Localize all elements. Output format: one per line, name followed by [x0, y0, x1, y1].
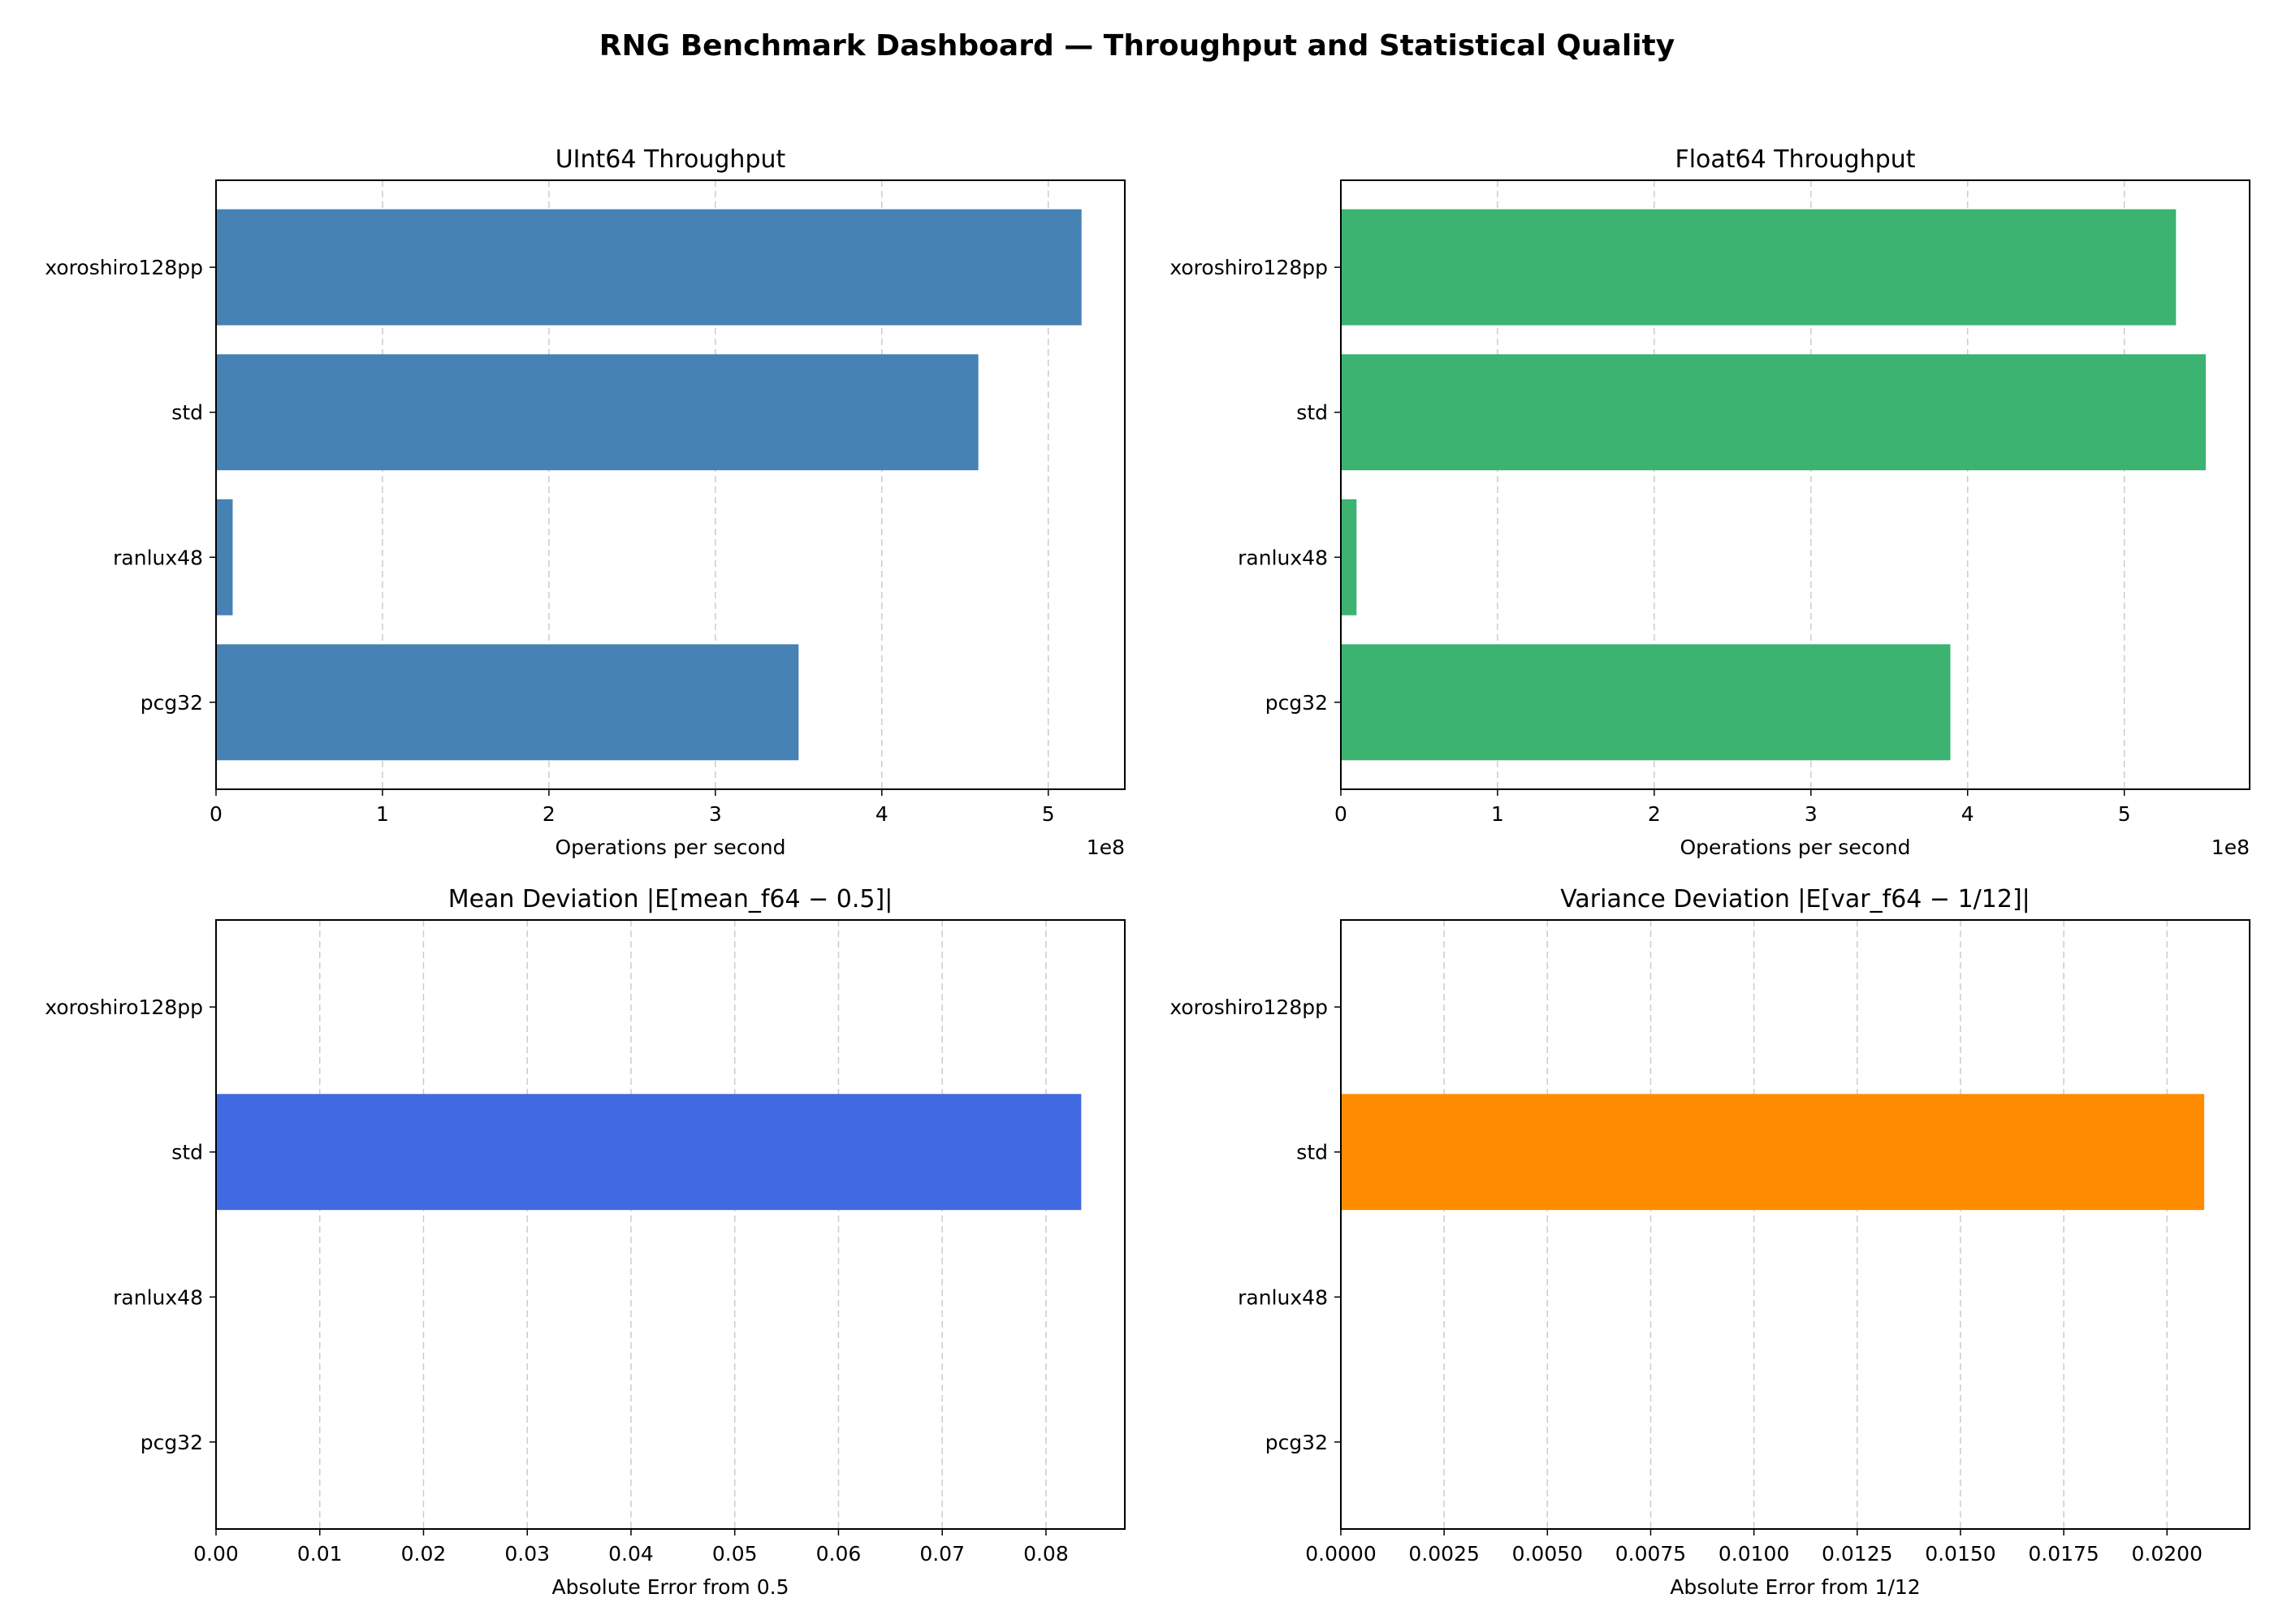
x-tick-label: 2 — [1648, 802, 1661, 826]
x-axis-label: Operations per second — [1680, 836, 1910, 859]
panel-title: Float64 Throughput — [1675, 145, 1915, 174]
bar-ranlux48 — [216, 499, 233, 615]
x-tick-label: 0.0125 — [1822, 1542, 1892, 1566]
bar-xoroshiro128pp — [216, 209, 1082, 326]
x-axis-label: Absolute Error from 0.5 — [552, 1575, 789, 1599]
axes-frame — [215, 919, 1126, 1530]
bar-std — [216, 354, 979, 471]
x-tick-label: 2 — [543, 802, 556, 826]
axes-frame — [1340, 919, 2250, 1530]
x-tick-label: 0.04 — [608, 1542, 654, 1566]
chart-panel-3: xoroshiro128pp std ranlux48 pcg32 0.00 0.01 0.… — [45, 885, 1126, 1599]
x-tick-label: 4 — [1961, 802, 1974, 826]
y-tick-label: ranlux48 — [1238, 1285, 1328, 1309]
y-tick-label: std — [171, 401, 203, 425]
bar-std — [1341, 1094, 2205, 1211]
chart-panel-2: xoroshiro128pp std ranlux48 pcg32 0 1 2 3 4 5 Floa… — [1169, 145, 2250, 859]
x-tick-label: 0.0000 — [1305, 1542, 1376, 1566]
x-tick-label: 0.0100 — [1718, 1542, 1789, 1566]
x-tick-label: 5 — [2118, 802, 2131, 826]
y-tick-label: pcg32 — [141, 1431, 203, 1454]
panel-title: Mean Deviation |E[mean_f64 − 0.5]| — [448, 885, 893, 914]
x-tick-label: 0.02 — [401, 1542, 447, 1566]
x-tick-label: 0.05 — [712, 1542, 758, 1566]
y-tick-label: ranlux48 — [113, 1285, 203, 1309]
bar-pcg32 — [216, 644, 799, 761]
bar-pcg32 — [1341, 644, 1951, 761]
y-tick-label: pcg32 — [1265, 1431, 1328, 1454]
chart-panel-1: xoroshiro128pp std ranlux48 pcg32 0 1 2 3 4 5 UInt… — [45, 145, 1126, 859]
x-tick-label: 0.03 — [504, 1542, 550, 1566]
x-tick-label: 0.00 — [193, 1542, 239, 1566]
bar-std — [1341, 354, 2206, 471]
x-axis-label: Absolute Error from 1/12 — [1670, 1575, 1920, 1599]
y-tick-label: std — [1296, 401, 1328, 425]
bar-xoroshiro128pp — [1341, 209, 2177, 326]
x-tick-label: 0.06 — [816, 1542, 862, 1566]
y-tick-label: std — [1296, 1141, 1328, 1164]
x-tick-label: 3 — [1805, 802, 1818, 826]
panel-title: Variance Deviation |E[var_f64 − 1/12]| — [1560, 885, 2030, 914]
x-tick-label: 0.07 — [919, 1542, 965, 1566]
x-tick-label: 3 — [709, 802, 722, 826]
figure-title: RNG Benchmark Dashboard — Throughput and… — [599, 29, 1675, 63]
x-tick-label: 0 — [210, 802, 223, 826]
x-tick-label: 0.08 — [1023, 1542, 1069, 1566]
bar-std — [216, 1094, 1082, 1211]
x-tick-label: 0.0175 — [2028, 1542, 2099, 1566]
x-tick-label: 5 — [1042, 802, 1055, 826]
y-tick-label: std — [171, 1141, 203, 1164]
x-tick-label: 1 — [1491, 802, 1504, 826]
x-tick-label: 0.0075 — [1615, 1542, 1686, 1566]
y-tick-label: ranlux48 — [113, 546, 203, 569]
x-tick-label: 4 — [875, 802, 888, 826]
y-tick-label: xoroshiro128pp — [1169, 256, 1328, 279]
bar-ranlux48 — [1341, 499, 1357, 615]
axes-frame — [215, 179, 1126, 790]
x-offset-label: 1e8 — [2211, 836, 2250, 859]
y-tick-label: ranlux48 — [1238, 546, 1328, 569]
axes-frame — [1340, 179, 2250, 790]
chart-panel-4: xoroshiro128pp std ranlux48 pcg32 0.0000 0.00… — [1169, 885, 2250, 1599]
x-tick-label: 0.0050 — [1512, 1542, 1583, 1566]
y-tick-label: pcg32 — [141, 691, 203, 715]
x-tick-label: 0.0150 — [1925, 1542, 1995, 1566]
panel-title: UInt64 Throughput — [556, 145, 786, 174]
chart-panels: xoroshiro128pp std ranlux48 pcg32 0 1 2 3 4 5 UInt… — [45, 145, 2250, 1599]
y-tick-label: xoroshiro128pp — [45, 996, 203, 1019]
y-tick-label: xoroshiro128pp — [45, 256, 203, 279]
y-tick-label: pcg32 — [1265, 691, 1328, 715]
y-tick-label: xoroshiro128pp — [1169, 996, 1328, 1019]
x-tick-label: 0.01 — [297, 1542, 343, 1566]
x-tick-label: 1 — [376, 802, 389, 826]
x-axis-label: Operations per second — [555, 836, 785, 859]
x-tick-label: 0.0200 — [2132, 1542, 2203, 1566]
x-offset-label: 1e8 — [1087, 836, 1125, 859]
x-tick-label: 0 — [1334, 802, 1347, 826]
x-tick-label: 0.0025 — [1408, 1542, 1479, 1566]
